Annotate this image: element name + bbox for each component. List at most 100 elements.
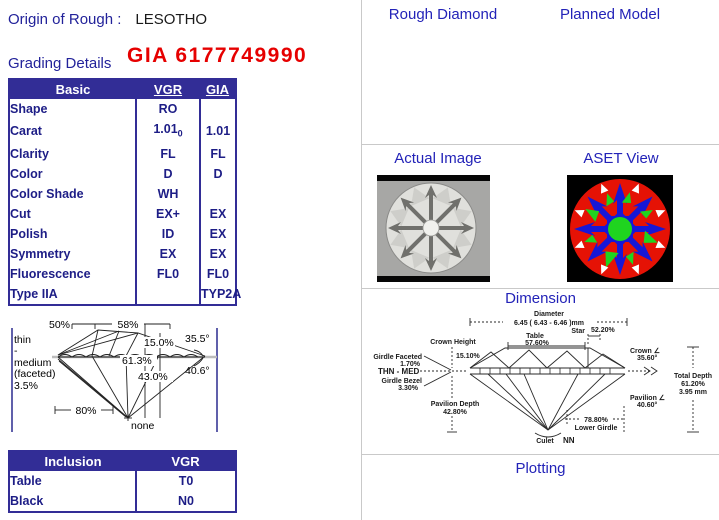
profile-crown-spread: 58%: [117, 319, 138, 331]
plotting-header: Plotting: [515, 460, 566, 477]
total-depth-pct: 61.20%: [681, 381, 706, 388]
lower-girdle-label: Lower Girdle: [575, 425, 618, 432]
carat-value: 1.01: [153, 122, 178, 136]
gia-value: EX: [199, 243, 236, 264]
girdle-note-line: (faceted): [14, 368, 55, 380]
crown-angle-label: Crown ∠: [630, 347, 660, 355]
row-label: Table: [10, 474, 42, 488]
vertical-divider: [361, 0, 362, 520]
horizontal-divider: [362, 144, 719, 145]
row-label: Fluorescence: [10, 266, 91, 281]
crown-outline: [57, 329, 206, 357]
table-row: Carat 1.010 1.01: [9, 119, 236, 144]
crown-angle-value: 35.60°: [637, 354, 658, 362]
lower-girdle-value: 78.80%: [584, 417, 609, 424]
profile-proportions-diagram: 50% 58% thin - medium (faceted) 3.5% 15.…: [11, 319, 218, 432]
pavilion-depth-value: 42.80%: [443, 409, 468, 416]
table-row: Black N0: [9, 491, 236, 512]
row-label: Color: [10, 166, 43, 181]
crown-height-value: 15.10%: [456, 353, 481, 360]
girdle-note-line: -: [14, 345, 18, 357]
profile-culet: none: [131, 420, 155, 432]
profile-crown-angle: 35.5°: [185, 333, 210, 345]
table-row: Clarity FL FL: [9, 143, 236, 164]
table-label: Table: [526, 333, 544, 340]
vgr-col-header: VGR: [136, 79, 200, 99]
table-row: Color Shade WH: [9, 183, 236, 204]
vgr-value: EX: [135, 243, 200, 264]
carat-subscript: 0: [177, 128, 183, 139]
inclusion-col-header: Inclusion: [9, 451, 136, 471]
table-row: Table T0: [9, 471, 236, 491]
profile-crown-height: 15.0%: [144, 337, 174, 349]
inclusion-header-row: Inclusion VGR: [9, 451, 236, 471]
row-label: Clarity: [10, 146, 49, 161]
actual-diamond-photo: [377, 175, 490, 282]
inclusion-vgr-header: VGR: [136, 451, 236, 471]
origin-label: Origin of Rough :: [8, 11, 122, 28]
row-label: Color Shade: [10, 186, 84, 201]
pavilion-angle-value: 40.60°: [637, 401, 658, 409]
gia-value: 1.01: [199, 119, 236, 144]
basic-grading-table: Basic VGR GIA Shape RO Carat 1.010 1.01 …: [8, 78, 241, 306]
profile-pavilion-depth: 43.0%: [138, 371, 168, 383]
girdle-faceted-label: Girdle Faceted: [373, 354, 422, 361]
table-row: Symmetry EX EX: [9, 243, 236, 264]
star-value: 52.20%: [591, 327, 616, 334]
gia-value: D: [199, 163, 236, 184]
row-label: Polish: [10, 226, 48, 241]
basic-col-header: Basic: [9, 79, 136, 99]
vgr-value: [135, 283, 200, 305]
dimension-header: Dimension: [505, 290, 576, 307]
crown-outline: [469, 347, 626, 369]
actual-image-header: Actual Image: [394, 150, 482, 167]
diameter-value: 6.45 ( 6.43 - 6.46 )mm: [514, 320, 584, 327]
inclusion-table: Inclusion VGR Table T0 Black N0: [8, 450, 237, 513]
row-label: Black: [10, 494, 44, 508]
grading-details-label: Grading Details: [8, 55, 112, 72]
girdle-note-line: 3.5%: [14, 380, 38, 392]
table-row: Color D D: [9, 163, 236, 184]
row-label: Shape: [10, 102, 48, 116]
pavilion-depth-label: Pavilion Depth: [431, 401, 480, 408]
vgr-value: EX+: [135, 203, 200, 224]
aset-view-header: ASET View: [583, 150, 659, 167]
table-value: 57.60%: [525, 340, 550, 347]
gia-value: [199, 183, 236, 204]
vgr-value: 1.010: [135, 119, 200, 144]
row-value: T0: [135, 471, 236, 491]
planned-model-header: Planned Model: [559, 6, 661, 23]
basic-header-row: Basic VGR GIA: [9, 79, 236, 99]
total-depth-mm: 3.95 mm: [679, 389, 707, 396]
profile-pavilion-angle: 40.6°: [185, 365, 210, 377]
girdle-thickness: THN - MED: [378, 367, 420, 376]
row-label: Cut: [10, 206, 31, 221]
origin-of-rough: Origin of Rough : LESOTHO: [8, 11, 207, 28]
girdle-bezel-value: 3.30%: [398, 385, 419, 392]
table-row: Shape RO: [9, 99, 236, 119]
aset-view-image: [567, 175, 673, 282]
certificate-number: GIA 6177749990: [127, 44, 308, 67]
vgr-value: FL0: [135, 263, 200, 284]
gia-value: EX: [199, 223, 236, 244]
row-label: Carat: [10, 124, 42, 139]
gia-col-header: GIA: [200, 79, 236, 99]
girdle-faceted-value: 1.70%: [400, 361, 421, 368]
table-row: Fluorescence FL0 FL0: [9, 263, 236, 284]
crown-height-label: Crown Height: [430, 339, 476, 346]
gia-value: EX: [199, 203, 236, 224]
vgr-value: ID: [135, 223, 200, 244]
profile-total-depth: 61.3%: [122, 355, 152, 367]
culet-label: Culet: [536, 438, 554, 445]
dimension-diagram: Diameter 6.45 ( 6.43 - 6.46 )mm Star 52.…: [373, 311, 712, 445]
gia-value: TYP2A: [199, 283, 241, 305]
vgr-value: D: [135, 163, 200, 184]
origin-value: LESOTHO: [135, 11, 208, 28]
girdle-note-line: thin: [14, 334, 31, 346]
total-depth-label: Total Depth: [674, 373, 712, 380]
diameter-label: Diameter: [534, 311, 564, 318]
gia-value: [199, 99, 236, 119]
girdle-note-line: medium: [14, 357, 52, 369]
horizontal-divider: [362, 454, 719, 455]
